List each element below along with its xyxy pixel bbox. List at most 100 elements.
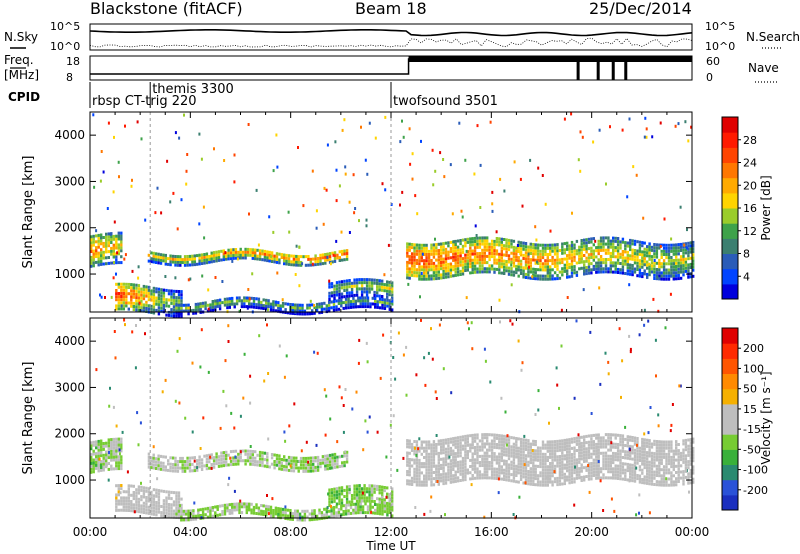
range-cell: [359, 511, 362, 515]
range-cell: [420, 256, 423, 260]
range-cell: [167, 493, 171, 497]
range-cell: [391, 299, 394, 303]
range-cell: [568, 459, 571, 463]
range-cell: [563, 454, 566, 458]
range-cell: [653, 246, 656, 250]
range-cell: [629, 454, 632, 458]
range-cell: [464, 269, 467, 272]
range-cell: [157, 498, 161, 502]
range-cell: [358, 490, 361, 494]
range-cell: [561, 267, 564, 271]
range-cell: [568, 472, 571, 475]
range-cell: [330, 512, 333, 516]
range-cell: [675, 252, 678, 256]
range-cell: [679, 270, 683, 274]
range-cell: [553, 271, 557, 275]
range-cell: [90, 447, 93, 451]
range-cell: [549, 274, 552, 278]
range-cell: [629, 469, 632, 473]
range-cell: [442, 469, 445, 473]
range-cell: [160, 514, 163, 518]
range-cell: [476, 455, 479, 458]
range-cell: [333, 287, 336, 291]
range-cell: [185, 512, 188, 516]
range-cell: [262, 307, 265, 310]
range-cell: [437, 270, 440, 274]
range-cell: [408, 270, 411, 274]
range-cell: [534, 261, 537, 265]
range-cell: [498, 243, 501, 247]
range-cell: [447, 478, 450, 482]
range-cell: [371, 302, 374, 306]
range-cell: [338, 286, 341, 290]
range-cell: [653, 439, 656, 443]
range-cell: [440, 242, 443, 246]
range-cell: [624, 256, 627, 260]
range-cell: [277, 301, 280, 305]
range-cell: [629, 457, 632, 461]
range-cell: [147, 298, 151, 302]
range-cell: [423, 253, 426, 256]
range-cell: [447, 256, 450, 260]
range-cell: [689, 275, 692, 279]
range-cell: [415, 471, 419, 475]
range-cell: [692, 240, 695, 244]
range-cell: [374, 302, 377, 306]
range-cell: [643, 260, 646, 264]
range-cell: [638, 477, 642, 481]
range-cell: [344, 300, 348, 304]
range-cell: [616, 452, 620, 456]
range-cell: [650, 467, 654, 471]
range-cell: [324, 258, 327, 262]
range-cell: [595, 442, 598, 446]
range-cell: [432, 274, 436, 278]
range-cell: [561, 476, 564, 480]
range-cell: [592, 264, 595, 268]
range-cell: [517, 256, 520, 260]
freq-panel: [89, 55, 693, 81]
range-cell: [461, 238, 465, 242]
range-cell: [225, 454, 228, 457]
range-cell: [636, 449, 639, 453]
nave-tick-low: 0: [706, 71, 713, 84]
range-cell: [360, 499, 364, 503]
range-cell: [442, 260, 445, 264]
range-cell: [97, 233, 100, 237]
range-cell: [415, 468, 419, 471]
range-cell: [381, 279, 384, 283]
range-cell: [556, 258, 559, 262]
range-cell: [388, 280, 391, 284]
scatter-cell: [628, 117, 631, 121]
range-cell: [483, 245, 486, 249]
range-cell: [150, 292, 153, 296]
range-cell: [527, 454, 530, 458]
range-cell: [120, 285, 123, 289]
range-cell: [646, 469, 649, 473]
range-cell: [275, 460, 279, 464]
range-cell: [655, 443, 659, 447]
range-cell: [587, 256, 591, 260]
range-cell: [348, 282, 351, 286]
range-cell: [490, 461, 494, 465]
range-cell: [363, 484, 366, 488]
range-cell: [578, 254, 581, 258]
range-cell: [152, 453, 155, 457]
range-cell: [423, 277, 426, 281]
range-cell: [524, 454, 528, 458]
range-cell: [602, 245, 605, 249]
range-cell: [266, 455, 269, 459]
range-cell: [120, 502, 123, 506]
range-cell: [566, 469, 569, 473]
range-cell: [347, 512, 350, 516]
range-cell: [430, 471, 433, 475]
scatter-cell: [510, 263, 513, 267]
range-cell: [214, 302, 217, 306]
scatter-cell: [180, 198, 183, 202]
range-cell: [92, 237, 95, 241]
range-cell: [575, 439, 579, 443]
range-cell: [90, 461, 93, 465]
range-cell: [449, 449, 453, 453]
range-cell: [488, 464, 491, 468]
range-cell: [324, 253, 327, 256]
range-cell: [291, 517, 294, 521]
